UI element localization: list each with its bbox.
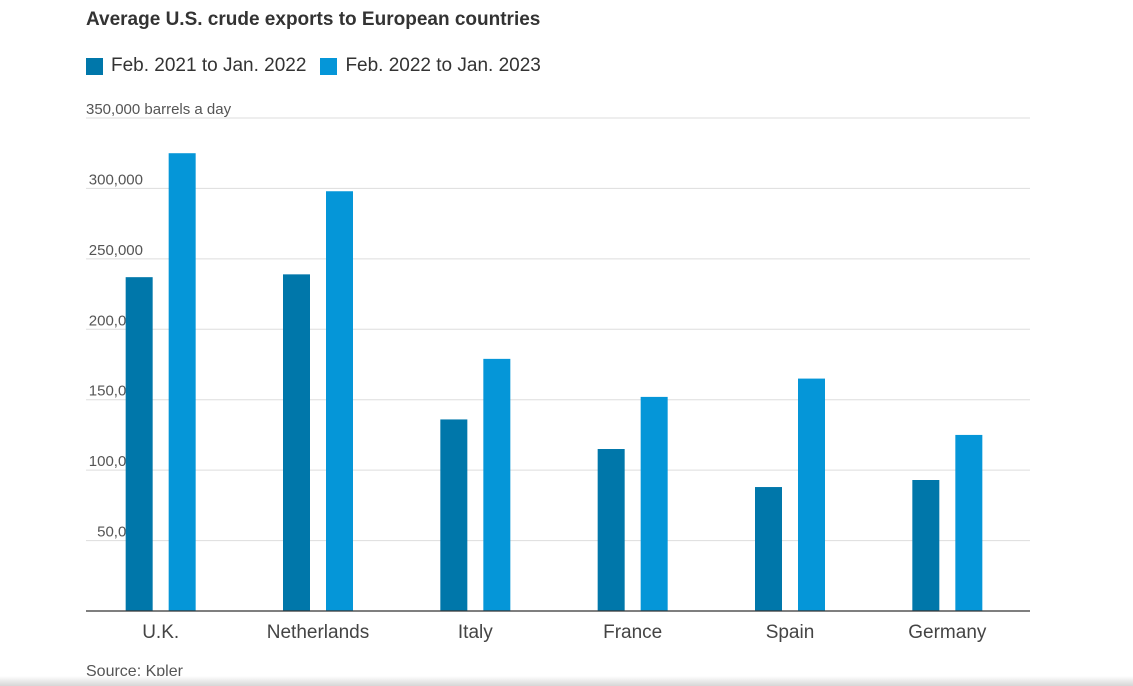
x-tick-label: Spain [766, 622, 815, 643]
bar-1 [912, 480, 940, 611]
bar-1 [283, 274, 310, 611]
legend-item-series-1: Feb. 2021 to Jan. 2022 [86, 55, 306, 77]
chart-title: Average U.S. crude exports to European c… [86, 9, 541, 30]
legend: Feb. 2021 to Jan. 2022 Feb. 2022 to Jan.… [86, 55, 555, 77]
x-tick-label: U.K. [142, 622, 179, 643]
y-tick-label: 300,000 [89, 171, 143, 188]
bottom-edge-shadow [0, 676, 1133, 686]
bar-2 [483, 358, 511, 611]
bar-1 [597, 449, 625, 611]
bar-2 [168, 153, 196, 611]
bar-2 [955, 434, 983, 611]
legend-label-series-1: Feb. 2021 to Jan. 2022 [111, 55, 307, 76]
bar-1 [755, 487, 782, 611]
bar-2 [798, 378, 825, 611]
bar-2 [640, 396, 668, 611]
x-tick-label: Italy [458, 622, 493, 643]
bar-1 [440, 419, 468, 611]
legend-label-series-2: Feb. 2022 to Jan. 2023 [345, 55, 541, 76]
x-tick-label: Netherlands [267, 622, 369, 643]
bar-2 [326, 191, 353, 611]
bar-1 [125, 277, 153, 611]
x-tick-label: Germany [908, 622, 987, 643]
legend-item-series-2: Feb. 2022 to Jan. 2023 [320, 55, 541, 77]
y-tick-label: 250,000 [89, 242, 143, 259]
x-tick-label: France [603, 622, 662, 643]
source-note: Source: Kpler [86, 663, 183, 680]
y-axis-label: 350,000 barrels a day [86, 101, 232, 118]
legend-swatch-series-1 [86, 57, 103, 75]
legend-swatch-series-2 [320, 57, 338, 75]
